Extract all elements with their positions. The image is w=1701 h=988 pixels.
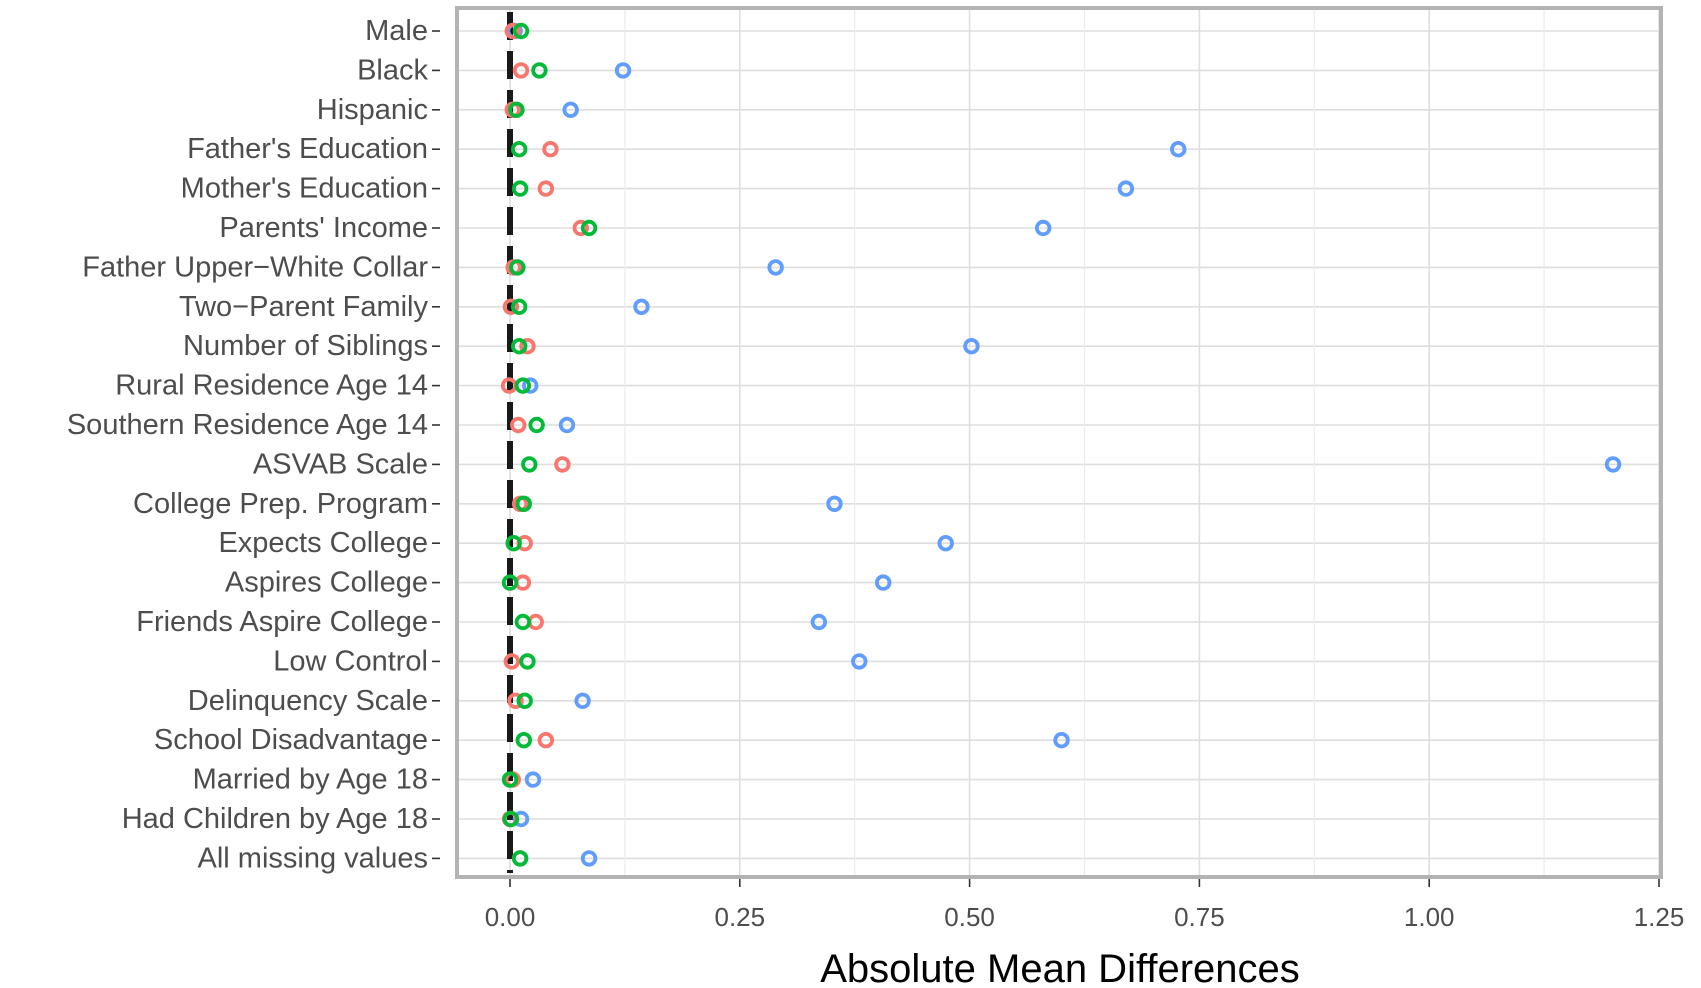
category-label: Father Upper−White Collar xyxy=(82,251,428,283)
data-point xyxy=(633,298,650,316)
category-label: Number of Siblings xyxy=(183,330,428,362)
x-tick-label: 0.75 xyxy=(1174,902,1225,932)
data-point xyxy=(574,692,591,710)
data-point xyxy=(508,101,525,119)
data-point xyxy=(510,416,527,434)
data-point xyxy=(515,732,532,749)
category-label: Low Control xyxy=(273,645,428,677)
x-axis-title: Absolute Mean Differences xyxy=(820,947,1300,988)
data-point xyxy=(515,495,532,513)
x-axis-ticks: 0.00 0.25 0.50 0.75 1.00 1.25 xyxy=(485,879,1685,932)
category-label: All missing values xyxy=(198,842,428,874)
plot-panel-border xyxy=(455,6,1663,879)
data-point xyxy=(510,298,528,316)
data-point xyxy=(519,338,536,355)
category-label: Parents' Income xyxy=(219,212,428,244)
category-label: Male xyxy=(365,15,428,47)
data-point xyxy=(504,22,521,40)
data-point xyxy=(531,62,548,79)
data-point xyxy=(810,613,828,631)
data-point xyxy=(554,456,571,473)
data-point xyxy=(963,338,980,355)
category-label: Married by Age 18 xyxy=(193,764,428,796)
category-label: Friends Aspire College xyxy=(136,606,428,638)
category-label: Black xyxy=(357,54,428,86)
category-label: Hispanic xyxy=(317,94,428,126)
category-label: Southern Residence Age 14 xyxy=(67,409,428,441)
data-point xyxy=(514,613,532,631)
data-point xyxy=(874,574,892,591)
data-point xyxy=(1053,732,1070,749)
category-label: Aspires College xyxy=(225,567,428,599)
data-point xyxy=(614,62,632,79)
data-point xyxy=(510,338,528,355)
data-point xyxy=(512,22,530,40)
data-point xyxy=(542,140,559,158)
data-point xyxy=(767,259,784,276)
data-point xyxy=(1117,180,1135,197)
data-point xyxy=(537,732,555,749)
data-point xyxy=(509,259,526,276)
data-point xyxy=(507,692,524,710)
data-point xyxy=(562,101,579,119)
data-point xyxy=(502,298,520,316)
data-point xyxy=(524,771,542,788)
data-point xyxy=(937,535,954,552)
data-point xyxy=(512,62,530,79)
data-point xyxy=(572,219,589,237)
data-point xyxy=(503,653,521,670)
data-point xyxy=(851,653,868,670)
data-point xyxy=(519,653,536,670)
category-label: Had Children by Age 18 xyxy=(122,803,428,835)
data-point xyxy=(580,850,598,867)
data-point xyxy=(558,416,576,434)
data-point xyxy=(522,377,539,394)
category-label: Two−Parent Family xyxy=(179,291,429,323)
x-tick-label: 0.25 xyxy=(714,902,765,932)
category-labels: Male Black Hispanic Father's Education Mothe… xyxy=(67,15,440,874)
category-label: College Prep. Program xyxy=(133,488,428,520)
x-tick-label: 0.00 xyxy=(485,902,536,932)
category-label: Mother's Education xyxy=(181,173,428,205)
x-tick-label: 1.25 xyxy=(1634,902,1685,932)
x-tick-label: 1.00 xyxy=(1404,902,1455,932)
data-point xyxy=(501,771,519,788)
data-point xyxy=(1034,219,1052,237)
x-tick-label: 0.50 xyxy=(944,902,995,932)
category-label: Delinquency Scale xyxy=(188,685,428,717)
data-point xyxy=(1604,456,1622,473)
data-point xyxy=(502,810,520,828)
data-point xyxy=(511,180,529,197)
category-label: Expects College xyxy=(218,527,428,559)
data-point xyxy=(528,416,545,434)
category-label: School Disadvantage xyxy=(154,724,428,756)
data-point xyxy=(505,535,522,552)
data-point xyxy=(580,219,598,237)
data-point xyxy=(1170,140,1187,158)
category-label: Rural Residence Age 14 xyxy=(115,370,428,402)
data-point xyxy=(510,140,528,158)
data-point xyxy=(501,574,519,591)
data-point xyxy=(516,692,533,710)
data-point xyxy=(826,495,843,513)
data-point xyxy=(521,456,538,473)
category-label: ASVAB Scale xyxy=(253,448,428,480)
data-point xyxy=(514,377,532,394)
data-point xyxy=(511,850,529,867)
data-point xyxy=(537,180,555,197)
category-label: Father's Education xyxy=(187,133,428,165)
data-points xyxy=(500,22,1622,867)
